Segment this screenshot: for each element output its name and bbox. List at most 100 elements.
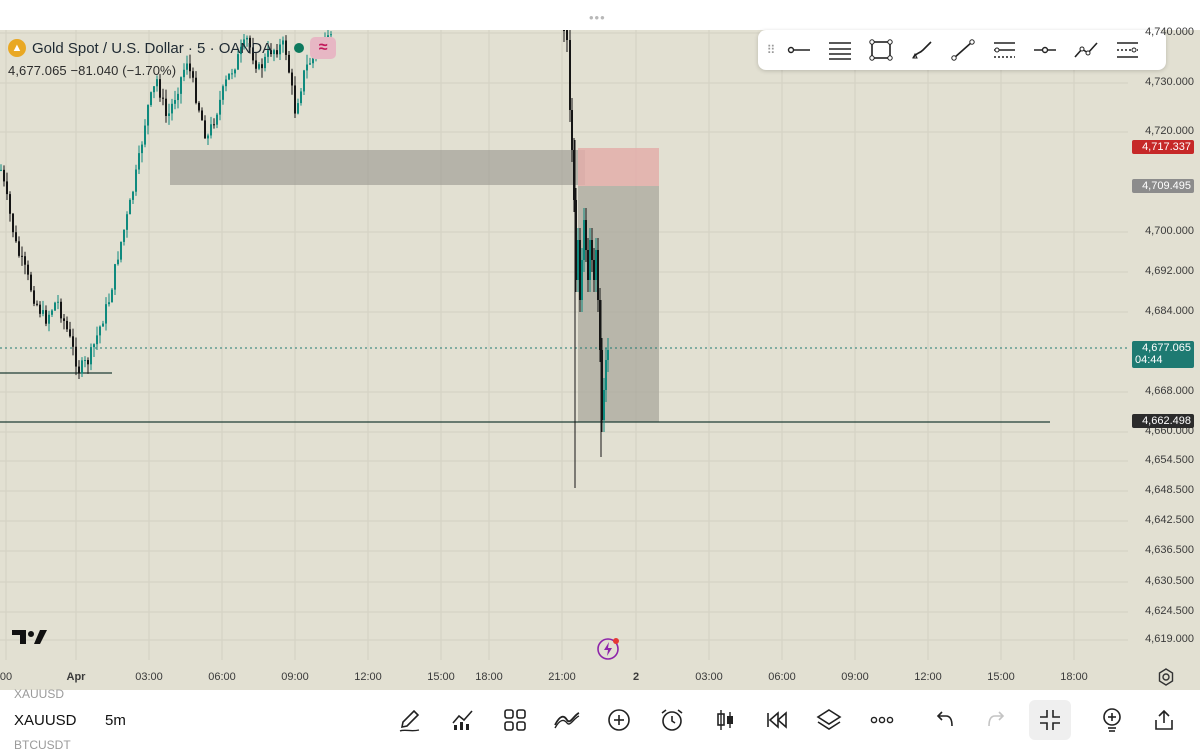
- entry-price-tag: 4,709.495: [1132, 179, 1194, 193]
- alarm-icon[interactable]: [655, 702, 689, 738]
- horizontal-line-icon[interactable]: [1024, 32, 1065, 68]
- symbol-button[interactable]: XAUUSD: [14, 712, 77, 729]
- symbol-title[interactable]: Gold Spot / U.S. Dollar · 5 · OANDA: [32, 39, 273, 57]
- indicators-icon[interactable]: [446, 702, 480, 738]
- candle-body: [114, 264, 116, 290]
- candle-body: [599, 300, 601, 350]
- order-block-zone[interactable]: [170, 150, 585, 185]
- trend-line-icon[interactable]: [942, 32, 983, 68]
- gann-fan-icon[interactable]: [1106, 32, 1147, 68]
- interval-button[interactable]: 5m: [105, 712, 126, 729]
- candle-body: [595, 250, 597, 280]
- drag-handle[interactable]: •••: [589, 10, 606, 25]
- candle-body: [246, 37, 248, 40]
- layouts-icon[interactable]: [498, 702, 532, 738]
- replay-icon[interactable]: [760, 702, 794, 738]
- candle-body: [566, 30, 568, 40]
- candle-body: [93, 344, 95, 348]
- fib-retracement-icon[interactable]: [983, 32, 1024, 68]
- gold-coin-icon: ▲: [8, 39, 26, 57]
- candle-body: [132, 191, 134, 200]
- candle-body: [225, 79, 227, 87]
- fullscreen-exit-icon[interactable]: [1029, 700, 1071, 740]
- time-axis-label: 21:00: [548, 671, 576, 683]
- candle-body: [108, 302, 110, 305]
- candle-body: [249, 37, 251, 48]
- candle-body: [6, 181, 8, 195]
- price-axis-label: 4,692.000: [1145, 265, 1194, 277]
- price-axis-label: 4,630.500: [1145, 575, 1194, 587]
- add-icon[interactable]: [602, 702, 636, 738]
- candle-body: [270, 50, 272, 55]
- candle-body: [123, 229, 125, 242]
- candle-body: [276, 50, 278, 55]
- settings-gear-icon[interactable]: [1157, 668, 1175, 686]
- toolbar-grip-icon[interactable]: ⠿: [766, 43, 776, 57]
- watchlist-prev-symbol[interactable]: XAUUSD: [14, 687, 65, 701]
- candle-body: [138, 153, 140, 170]
- time-axis-label: 12:00: [914, 671, 942, 683]
- candle-body: [141, 144, 143, 154]
- compare-icon[interactable]: [550, 702, 584, 738]
- candle-body: [234, 69, 236, 74]
- price-axis-label: 4,648.500: [1145, 484, 1194, 496]
- candle-body: [585, 220, 587, 250]
- candle-body: [569, 40, 571, 110]
- candle-body: [583, 220, 585, 260]
- tradingview-logo: [12, 630, 47, 644]
- candle-body: [99, 326, 101, 336]
- candle-body: [258, 64, 260, 69]
- flash-news-icon[interactable]: [596, 636, 622, 662]
- candle-body: [306, 64, 308, 71]
- candle-body: [591, 240, 593, 260]
- candle-body: [213, 124, 215, 126]
- path-icon[interactable]: [1065, 32, 1106, 68]
- candle-body: [153, 86, 155, 93]
- stop-loss-zone[interactable]: [578, 148, 659, 186]
- candle-body: [198, 102, 200, 111]
- candle-body: [252, 47, 254, 61]
- candle-body: [51, 310, 53, 315]
- indicator-badge[interactable]: ≈: [310, 37, 337, 59]
- undo-icon[interactable]: [927, 702, 961, 738]
- candle-body: [150, 92, 152, 106]
- pencil-icon[interactable]: [393, 702, 427, 738]
- time-axis-label: 09:00: [281, 671, 309, 683]
- candle-body: [291, 72, 293, 86]
- parallel-lines-icon[interactable]: [819, 32, 860, 68]
- time-axis-label: 15:00: [987, 671, 1015, 683]
- price-axis-label: 4,684.000: [1145, 305, 1194, 317]
- share-icon[interactable]: [1147, 702, 1181, 738]
- idea-icon[interactable]: [1095, 702, 1129, 738]
- candle-body: [573, 150, 575, 200]
- candle-body: [0, 169, 2, 171]
- time-axis-label: 12:00: [354, 671, 382, 683]
- price-chart[interactable]: [0, 0, 1200, 690]
- horizontal-ray-icon[interactable]: [778, 32, 819, 68]
- rectangle-icon[interactable]: [860, 32, 901, 68]
- candle-body: [279, 44, 281, 55]
- price-axis-label: 4,654.500: [1145, 454, 1194, 466]
- layers-icon[interactable]: [812, 702, 846, 738]
- candle-body: [207, 135, 209, 139]
- stop-price-tag: 4,717.337: [1132, 140, 1194, 154]
- candle-body: [159, 79, 161, 98]
- candle-body: [87, 360, 89, 365]
- candle-body: [282, 40, 284, 45]
- candle-body: [177, 93, 179, 101]
- more-icon[interactable]: [865, 702, 899, 738]
- take-profit-zone[interactable]: [578, 186, 659, 422]
- watchlist-next-symbol[interactable]: BTCUSDT: [14, 738, 71, 750]
- candle-type-icon[interactable]: [708, 702, 742, 738]
- time-axis-label: 03:00: [135, 671, 163, 683]
- redo-icon[interactable]: [980, 702, 1014, 738]
- brush-icon[interactable]: [901, 32, 942, 68]
- candle-body: [42, 310, 44, 314]
- candle-body: [264, 56, 266, 69]
- candle-body: [603, 390, 605, 420]
- candle-body: [171, 103, 173, 114]
- candle-body: [18, 241, 20, 256]
- candle-body: [204, 120, 206, 139]
- candle-body: [36, 303, 38, 305]
